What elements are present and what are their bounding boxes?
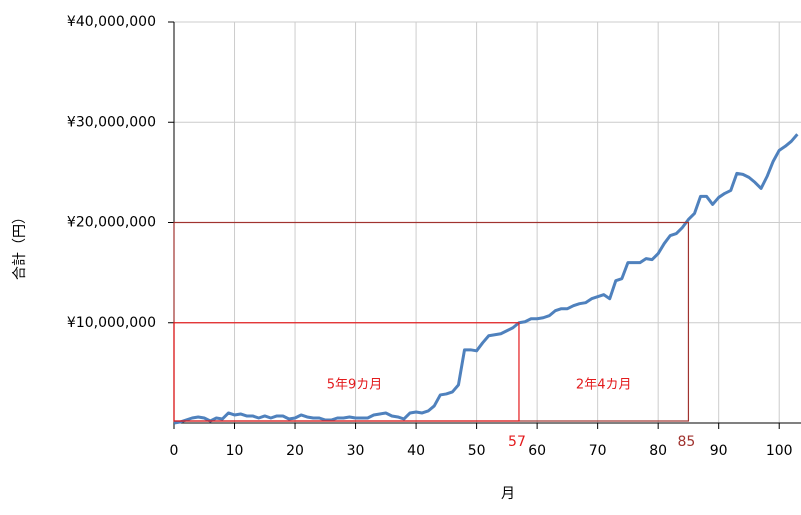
y-axis-label: 合計（円）: [12, 210, 28, 280]
y-tick-label: ¥40,000,000: [67, 14, 156, 30]
span-label: 5年9カ月: [327, 377, 383, 392]
y-tick-label: ¥20,000,000: [67, 215, 156, 231]
x-tick-label: 70: [589, 443, 607, 459]
marker-box: [173, 322, 520, 422]
x-tick-label: 60: [528, 443, 546, 459]
x-tick-label: 0: [170, 443, 179, 459]
x-axis-label: 月: [501, 486, 515, 502]
data-line: [173, 133, 799, 425]
span-label: 2年4カ月: [576, 377, 632, 392]
x-tick-label: 80: [649, 443, 667, 459]
x-tick-label: 50: [468, 443, 486, 459]
x-tick-label: 30: [347, 443, 365, 459]
marker-label: 57: [508, 434, 526, 450]
x-tick-label: 100: [766, 443, 793, 459]
y-tick-label: ¥30,000,000: [67, 114, 156, 130]
y-tick-label: ¥10,000,000: [67, 315, 156, 331]
marker-label: 85: [678, 434, 696, 450]
x-tick-label: 90: [710, 443, 728, 459]
x-tick-label: 10: [226, 443, 244, 459]
x-tick-label: 40: [407, 443, 425, 459]
x-tick-label: 20: [286, 443, 304, 459]
